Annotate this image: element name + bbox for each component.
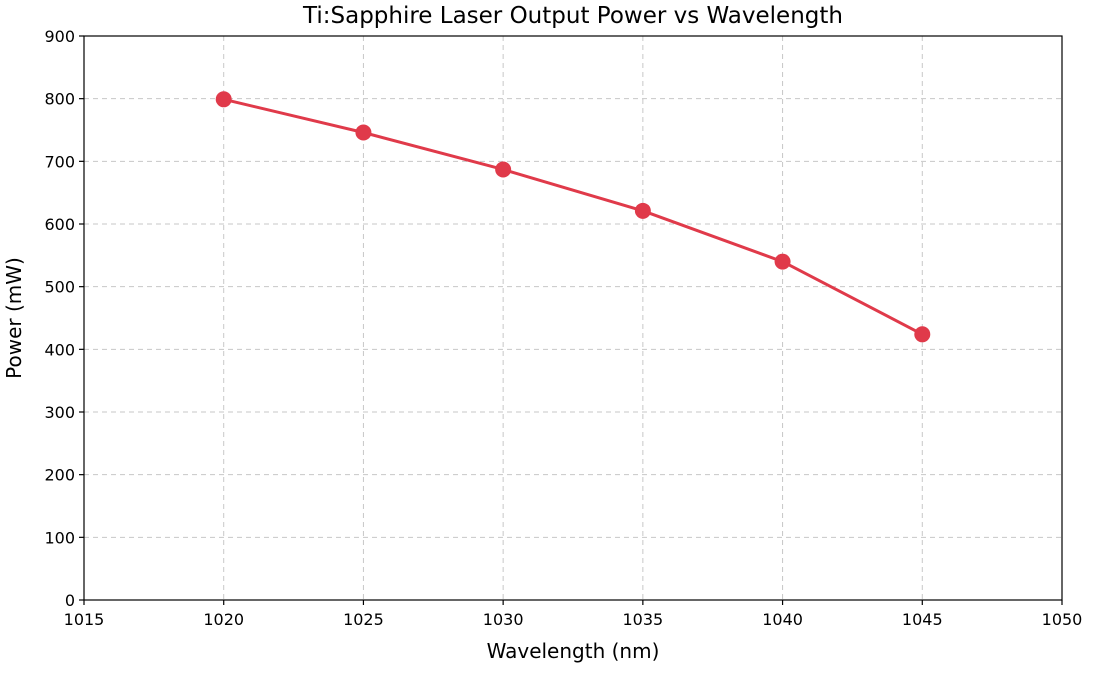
data-point [215,91,232,108]
chart-title: Ti:Sapphire Laser Output Power vs Wavele… [302,3,843,29]
y-tick-label: 300 [44,403,75,422]
y-tick-label: 0 [65,591,75,610]
x-tick-label: 1050 [1042,610,1083,629]
y-tick-label: 800 [44,90,75,109]
series-layer [215,91,931,343]
x-tick-label: 1045 [902,610,943,629]
x-axis: 1015 1020 1025 1030 1035 1040 1045 1050 [64,600,1083,629]
y-axis: 0 100 200 300 400 500 600 700 800 900 [44,27,84,610]
y-tick-label: 500 [44,278,75,297]
x-axis-label: Wavelength (nm) [487,639,660,663]
y-tick-label: 200 [44,466,75,485]
data-point [355,124,372,141]
x-tick-label: 1025 [343,610,384,629]
data-point [495,161,512,178]
y-tick-label: 400 [44,340,75,359]
data-point [914,326,931,343]
grid [83,35,1063,601]
series-line [222,97,924,336]
data-point [634,202,651,219]
x-tick-label: 1030 [483,610,524,629]
y-axis-label: Power (mW) [2,257,26,379]
y-tick-label: 900 [44,27,75,46]
x-tick-label: 1020 [203,610,244,629]
y-tick-label: 100 [44,528,75,547]
data-point [774,253,791,270]
x-tick-label: 1035 [622,610,663,629]
x-tick-label: 1015 [64,610,105,629]
x-tick-label: 1040 [762,610,803,629]
plot-area-frame [83,35,1063,601]
y-tick-label: 600 [44,215,75,234]
y-tick-label: 700 [44,152,75,171]
